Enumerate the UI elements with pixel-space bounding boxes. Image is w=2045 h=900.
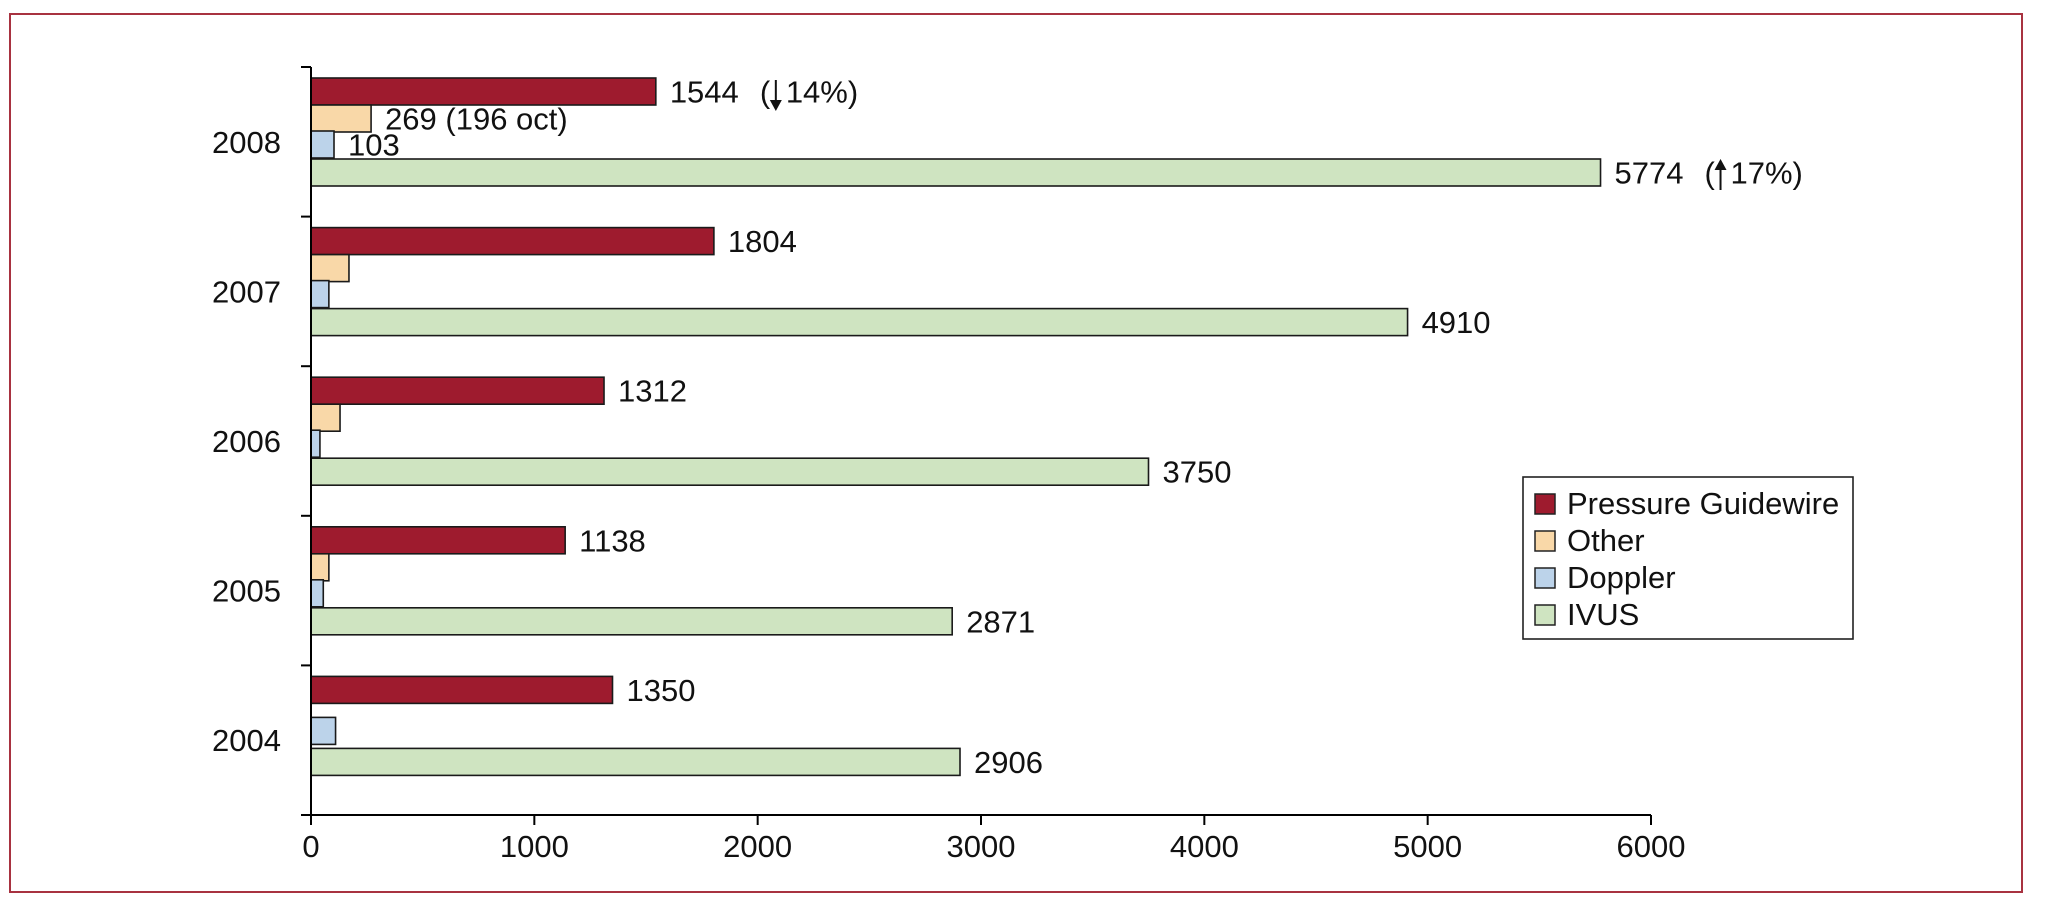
bar-pressure-guidewire-2006 — [310, 376, 605, 406]
bar-doppler-2005 — [310, 578, 325, 608]
x-tick-label-0: 0 — [302, 829, 319, 864]
legend-box — [1522, 476, 1854, 640]
x-tick-label-1000: 1000 — [500, 829, 569, 864]
data-label-pressure-guidewire-2005: 1138 — [579, 523, 646, 558]
data-label-ivus-2006: 3750 — [1163, 455, 1232, 490]
bar-other-2005 — [310, 552, 330, 582]
bar-other-2008 — [310, 104, 372, 133]
annotation-paren-open: ( — [1705, 156, 1716, 191]
category-label-2005: 2005 — [212, 574, 281, 609]
annotation-percent: 14%) — [786, 75, 858, 110]
category-label-2008: 2008 — [212, 125, 281, 160]
x-tick-label-4000: 4000 — [1170, 829, 1239, 864]
data-label-pressure-guidewire-2007: 1804 — [728, 224, 797, 259]
bar-ivus-2008 — [310, 158, 1602, 187]
legend-label-other: Other — [1567, 523, 1645, 558]
legend-swatch-doppler — [1534, 567, 1556, 589]
bar-pressure-guidewire-2005 — [310, 525, 566, 555]
bar-ivus-2004 — [310, 747, 961, 777]
bar-ivus-2007 — [310, 307, 1409, 337]
data-label-doppler-2008: 103 — [348, 128, 400, 163]
legend-swatch-ivus — [1534, 604, 1556, 626]
data-label-pressure-guidewire-2004: 1350 — [627, 673, 696, 708]
annotation-paren-open: ( — [760, 75, 771, 110]
x-tick-label-2000: 2000 — [723, 829, 792, 864]
chart-frame: 1544 269 (196 oct) 103 5774 1804 4910 1312 3750… — [9, 13, 2023, 893]
category-label-2007: 2007 — [212, 274, 281, 309]
legend-swatch-pressure-guidewire — [1534, 493, 1556, 515]
x-tick-label-6000: 6000 — [1617, 829, 1686, 864]
category-label-2004: 2004 — [212, 723, 281, 758]
bar-doppler-2004 — [310, 716, 337, 746]
arrow-down-icon — [769, 80, 782, 111]
data-label-pressure-guidewire-2006: 1312 — [618, 374, 687, 409]
annotation-percent: 17%) — [1731, 156, 1803, 191]
bar-doppler-2006 — [310, 429, 321, 459]
bar-ivus-2006 — [310, 457, 1150, 487]
chart-svg: 1544 269 (196 oct)103 5774 1804 4910 1312 3750… — [212, 66, 1854, 864]
bar-other-2007 — [310, 253, 350, 283]
data-label-ivus-2005: 2871 — [966, 604, 1035, 639]
data-label-pressure-guidewire-2008: 1544 — [670, 75, 739, 110]
legend-swatch-other — [1534, 530, 1556, 552]
bar-doppler-2008 — [310, 130, 335, 159]
legend-label-doppler: Doppler — [1567, 560, 1676, 595]
legend-label-pressure-guidewire: Pressure Guidewire — [1567, 486, 1839, 521]
data-label-other-2008: 269 (196 oct) — [385, 102, 568, 137]
arrow-up-icon — [1714, 159, 1727, 190]
x-tick-label-3000: 3000 — [947, 829, 1016, 864]
bar-pressure-guidewire-2007 — [310, 226, 715, 256]
x-tick-label-5000: 5000 — [1393, 829, 1462, 864]
legend-label-ivus: IVUS — [1567, 597, 1639, 632]
category-label-2006: 2006 — [212, 424, 281, 459]
bar-ivus-2005 — [310, 606, 953, 636]
bar-other-2006 — [310, 403, 341, 433]
data-label-ivus-2008: 5774 — [1615, 156, 1684, 191]
data-label-ivus-2007: 4910 — [1422, 305, 1491, 340]
bar-pressure-guidewire-2004 — [310, 675, 614, 705]
bar-doppler-2007 — [310, 279, 330, 309]
data-label-ivus-2004: 2906 — [974, 745, 1043, 780]
